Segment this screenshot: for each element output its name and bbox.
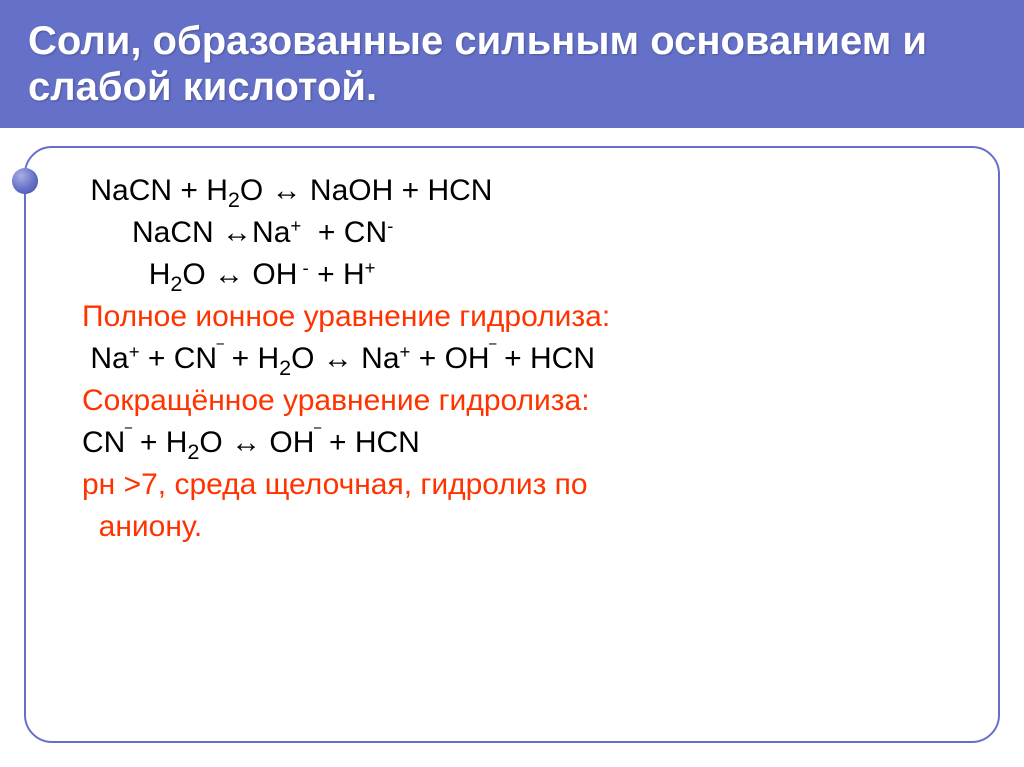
text-run: NaCN + H [90, 174, 228, 207]
slide: Соли, образованные сильным основанием и … [0, 0, 1024, 767]
text-run: 2 [279, 355, 291, 380]
text-run: O ↔ OH [182, 258, 297, 291]
text-run: CN [82, 426, 125, 459]
text-run: O ↔ Na [291, 342, 399, 375]
text-run: 2 [228, 187, 240, 212]
text-run: O ↔ NaOH + HCN [240, 174, 493, 207]
text-run: - [297, 257, 308, 278]
bullet-icon [12, 168, 38, 194]
text-run: O ↔ OH [199, 426, 314, 459]
text-run: + HCN [321, 426, 420, 459]
text-run: + [400, 341, 411, 362]
text-run: Сокращённое уравнение гидролиза: [82, 384, 590, 417]
text-run: + HCN [496, 342, 595, 375]
text-run: + CN [140, 342, 218, 375]
content-line: NaCN + H2O ↔ NaOH + HCN [82, 170, 966, 212]
content-line: CN‾ + H2O ↔ OH‾ + HCN [82, 422, 966, 464]
text-run: + H [309, 258, 365, 291]
text-run: + [129, 341, 140, 362]
text-run: + H [223, 342, 279, 375]
text-run: + CN [301, 216, 387, 249]
text-run: H [149, 258, 171, 291]
content-line: pн >7, среда щелочная, гидролиз по [82, 464, 966, 506]
text-run: NaCN ↔Na [132, 216, 290, 249]
text-run: ‾ [125, 425, 131, 446]
text-run: - [387, 215, 393, 236]
content-line: Полное ионное уравнение гидролиза: [82, 296, 966, 338]
text-run: ‾ [490, 341, 496, 362]
text-run: аниону. [99, 510, 203, 543]
content-box: NaCN + H2O ↔ NaOH + HCN NaCN ↔Na+ + CN- … [24, 146, 1000, 743]
content-line: аниону. [82, 506, 966, 548]
content-line: NaCN ↔Na+ + CN- [82, 212, 966, 254]
content-lines: NaCN + H2O ↔ NaOH + HCN NaCN ↔Na+ + CN- … [82, 170, 966, 548]
content-line: Сокращённое уравнение гидролиза: [82, 380, 966, 422]
title-band: Соли, образованные сильным основанием и … [0, 0, 1024, 128]
text-run: ‾ [217, 341, 223, 362]
text-run: Na [90, 342, 128, 375]
text-run: + OH [410, 342, 489, 375]
text-run: ‾ [314, 425, 320, 446]
text-run: 2 [187, 439, 199, 464]
text-run: Полное ионное уравнение гидролиза: [82, 300, 610, 333]
text-run: + H [132, 426, 188, 459]
text-run: pн >7, среда щелочная, гидролиз по [82, 468, 588, 501]
text-run: + [290, 215, 301, 236]
content-line: H2O ↔ OH - + H+ [82, 254, 966, 296]
content-line: Na+ + CN‾ + H2O ↔ Na+ + OH‾ + HCN [82, 338, 966, 380]
content-wrap: NaCN + H2O ↔ NaOH + HCN NaCN ↔Na+ + CN- … [0, 128, 1024, 767]
text-run: 2 [170, 271, 182, 296]
text-run: + [365, 257, 376, 278]
slide-title: Соли, образованные сильным основанием и … [28, 18, 996, 110]
